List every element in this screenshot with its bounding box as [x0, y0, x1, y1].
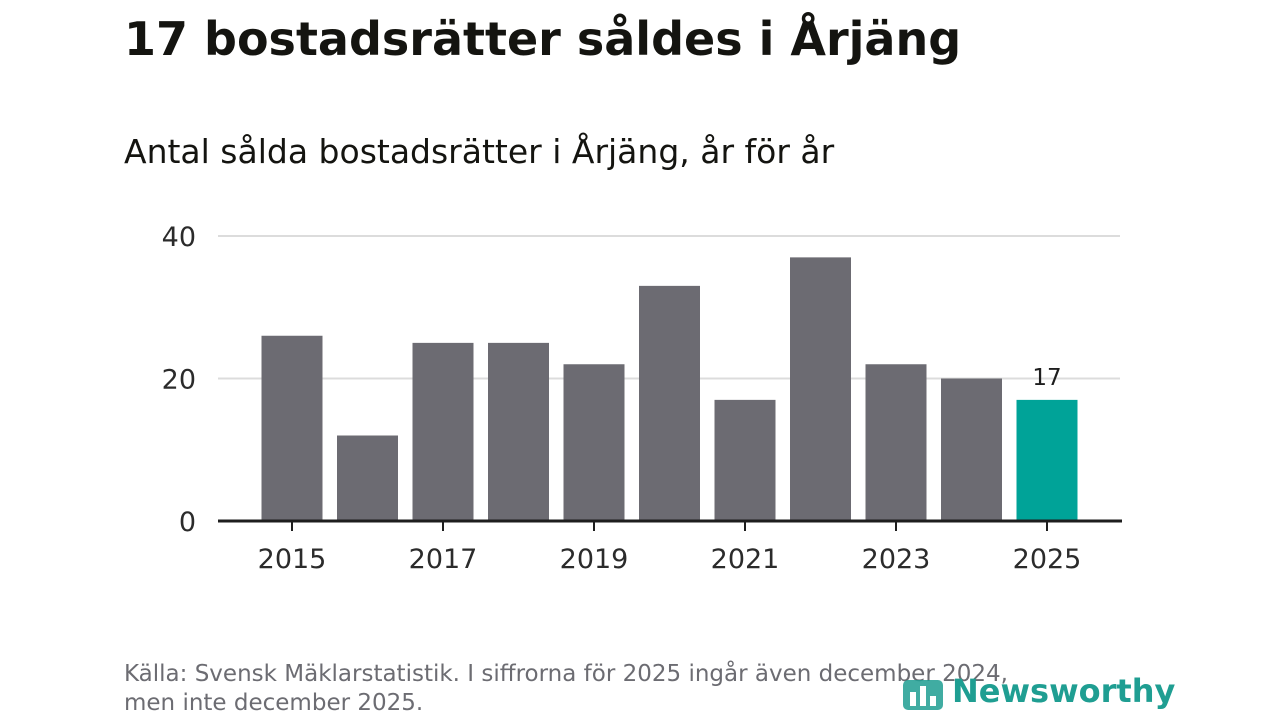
x-tick-label: 2017 [409, 544, 478, 575]
bar [941, 378, 1002, 521]
bar [790, 257, 851, 521]
bar [337, 435, 398, 521]
bar-chart-logo-icon [903, 680, 943, 710]
newsworthy-logo: Newsworthy [902, 670, 1175, 712]
y-tick-label: 0 [179, 507, 196, 538]
bar [639, 285, 700, 521]
x-tick-label: 2025 [1013, 544, 1082, 575]
x-tick-label: 2019 [560, 544, 629, 575]
x-tick-label: 2023 [862, 544, 931, 575]
bar [412, 342, 474, 521]
y-tick-label: 40 [162, 222, 196, 253]
bar-chart: 0 20 40 17 2015 2017 2019 2021 2023 2025 [162, 222, 1122, 575]
source-note-line-1: Källa: Svensk Mäklarstatistik. I siffror… [124, 661, 1008, 687]
bar [563, 364, 625, 521]
x-tick-label: 2015 [258, 544, 327, 575]
bar [714, 399, 776, 521]
bar [865, 364, 927, 521]
chart-headline: 17 bostadsrätter såldes i Årjäng [124, 12, 962, 66]
bar-highlighted [1016, 399, 1078, 521]
source-note: Källa: Svensk Mäklarstatistik. I siffror… [124, 660, 1154, 718]
bar [261, 335, 323, 521]
chart-subtitle: Antal sålda bostadsrätter i Årjäng, år f… [124, 132, 835, 171]
source-note-line-2: men inte december 2025. [124, 690, 424, 716]
x-tick-label: 2021 [711, 544, 780, 575]
data-label: 17 [1032, 365, 1061, 391]
y-tick-label: 20 [162, 365, 196, 396]
logo-wordmark: Newsworthy [952, 672, 1176, 710]
bar [488, 342, 549, 521]
